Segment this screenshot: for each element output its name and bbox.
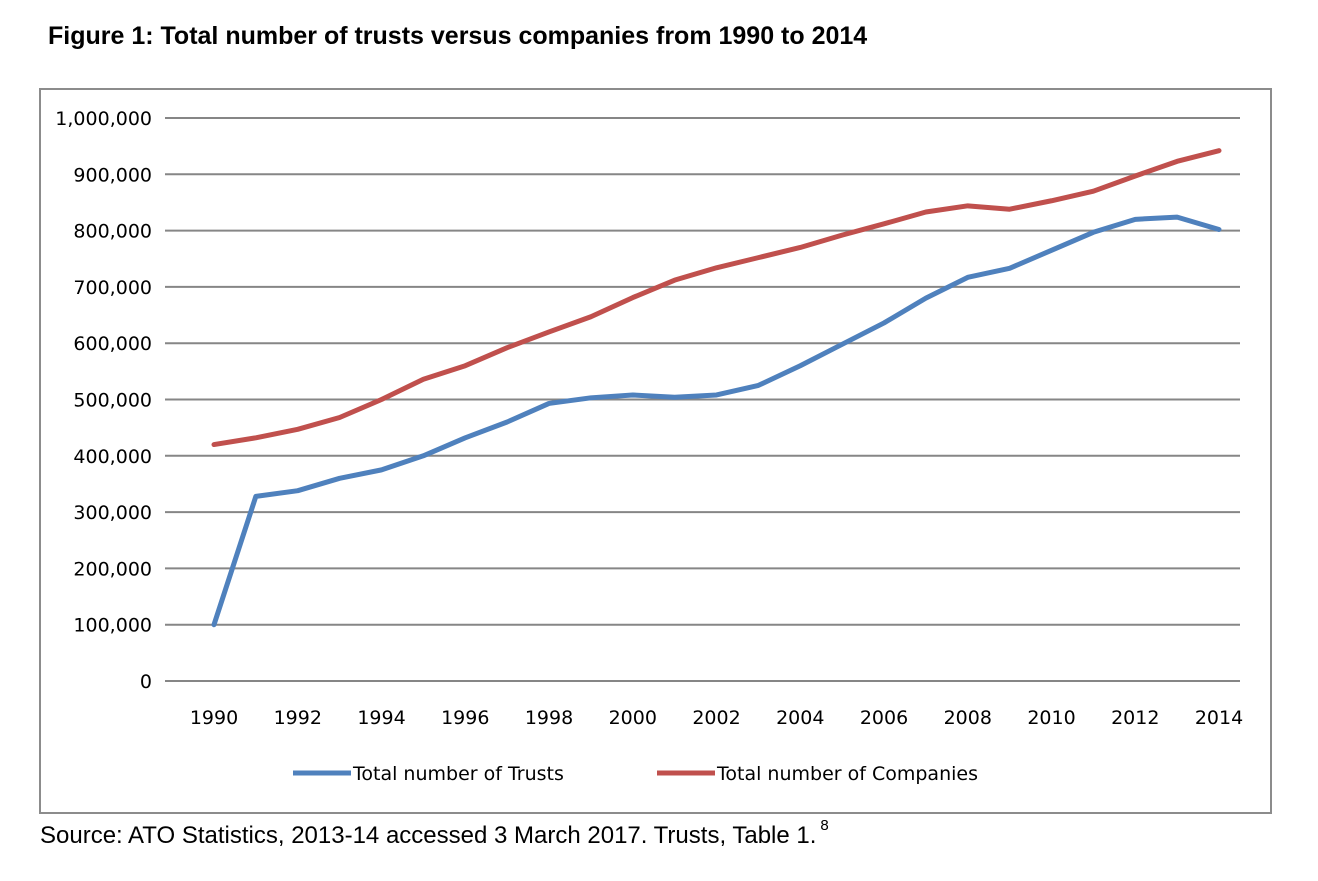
x-tick-label: 2000: [609, 707, 657, 729]
y-tick-label: 800,000: [73, 221, 152, 243]
y-tick-label: 300,000: [73, 502, 152, 524]
y-tick-label: 600,000: [73, 333, 152, 355]
x-tick-label: 2008: [944, 707, 992, 729]
x-tick-label: 2014: [1195, 707, 1243, 729]
y-tick-label: 1,000,000: [55, 108, 152, 130]
y-tick-label: 200,000: [73, 558, 152, 580]
x-tick-label: 2012: [1111, 707, 1159, 729]
x-tick-label: 2002: [692, 707, 740, 729]
y-tick-label: 900,000: [73, 164, 152, 186]
x-tick-label: 2004: [776, 707, 824, 729]
footnote-marker: 8: [820, 817, 829, 834]
x-tick-label: 2006: [860, 707, 908, 729]
legend-label: Total number of Trusts: [352, 763, 564, 785]
y-tick-label: 100,000: [73, 615, 152, 637]
y-tick-label: 500,000: [73, 390, 152, 412]
x-tick-label: 1992: [274, 707, 322, 729]
source-text: Source: ATO Statistics, 2013-14 accessed…: [40, 822, 817, 849]
x-tick-label: 1998: [525, 707, 573, 729]
y-tick-label: 0: [140, 671, 152, 693]
source-note: Source: ATO Statistics, 2013-14 accessed…: [40, 817, 829, 850]
chart-frame: [39, 88, 1272, 814]
y-tick-label: 700,000: [73, 277, 152, 299]
series-line-trusts: [211, 214, 1222, 628]
y-tick-label: 400,000: [73, 446, 152, 468]
chart-title: Figure 1: Total number of trusts versus …: [48, 22, 868, 50]
x-tick-label: 1996: [441, 707, 489, 729]
x-tick-label: 1994: [357, 707, 405, 729]
x-tick-label: 1990: [190, 707, 238, 729]
legend-label: Total number of Companies: [716, 763, 978, 785]
x-tick-label: 2010: [1027, 707, 1075, 729]
